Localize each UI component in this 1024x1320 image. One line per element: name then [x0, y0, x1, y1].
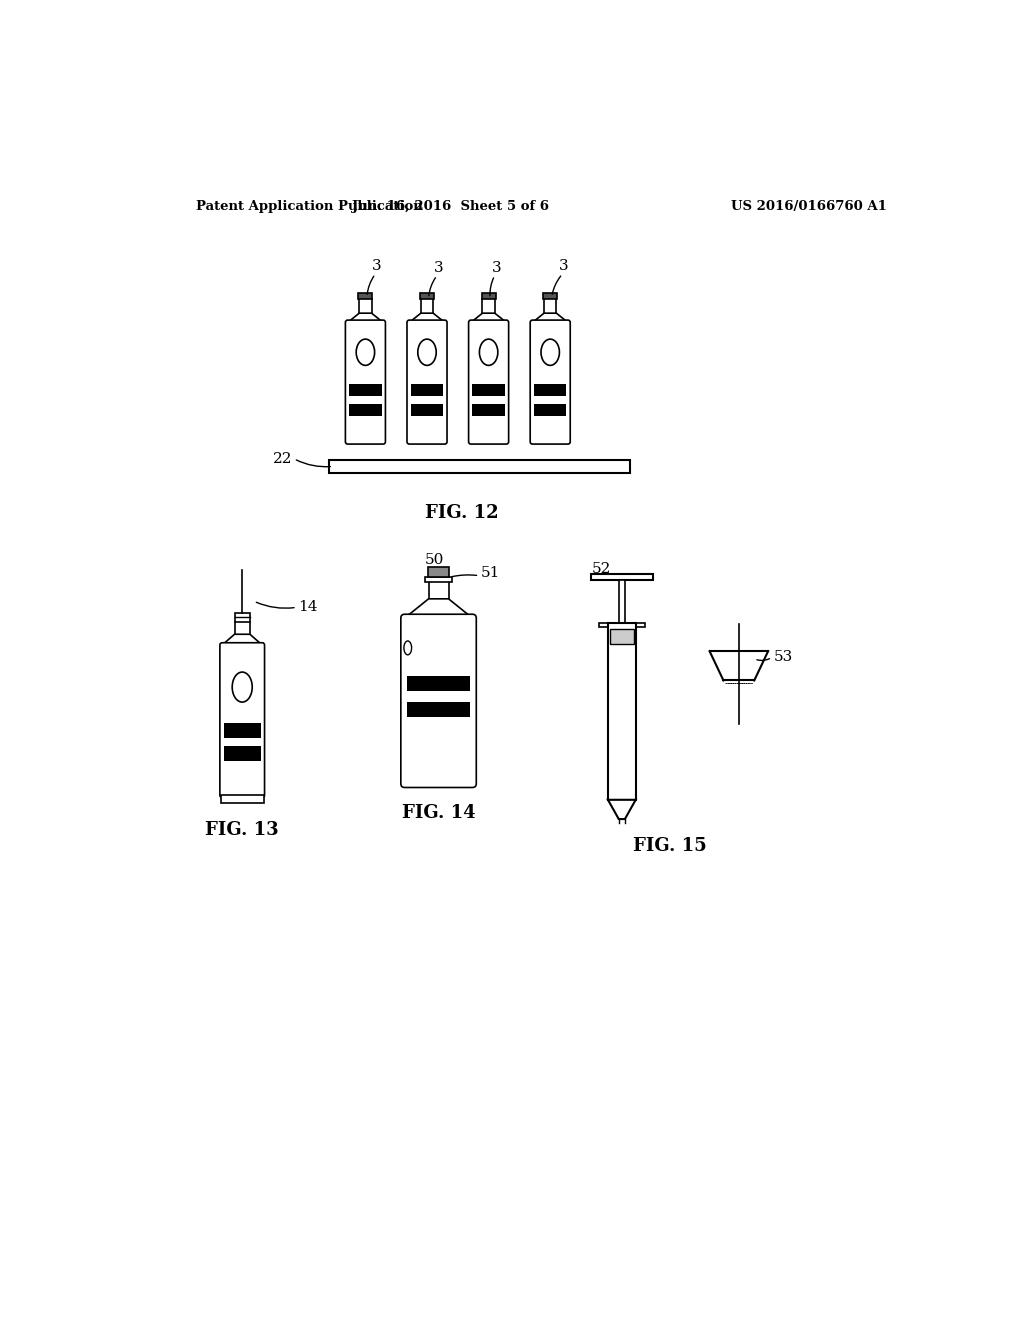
Bar	[608, 623, 636, 800]
Ellipse shape	[418, 339, 436, 366]
Bar	[599, 623, 608, 627]
Bar	[411, 404, 443, 416]
Polygon shape	[404, 599, 472, 618]
Text: Patent Application Publication: Patent Application Publication	[196, 199, 423, 213]
Polygon shape	[471, 313, 506, 322]
Polygon shape	[222, 635, 262, 645]
Bar	[544, 293, 557, 300]
Bar	[234, 612, 250, 622]
Text: 3: 3	[372, 259, 382, 273]
Text: 14: 14	[298, 601, 317, 614]
Ellipse shape	[356, 339, 375, 366]
Bar	[407, 676, 470, 690]
Polygon shape	[348, 313, 383, 322]
Bar	[330, 461, 630, 473]
Bar	[472, 404, 505, 416]
Bar	[428, 566, 450, 577]
Bar	[472, 384, 505, 396]
Bar	[223, 723, 261, 738]
Bar	[535, 384, 566, 396]
Text: 52: 52	[592, 562, 611, 576]
Text: US 2016/0166760 A1: US 2016/0166760 A1	[731, 199, 887, 213]
Text: 3: 3	[492, 261, 501, 275]
Bar	[481, 293, 496, 300]
Bar	[349, 404, 382, 416]
Bar	[618, 581, 625, 623]
Ellipse shape	[479, 339, 498, 366]
Text: 53: 53	[773, 651, 793, 664]
Text: 50: 50	[425, 553, 444, 568]
Text: 51: 51	[481, 566, 501, 579]
Ellipse shape	[541, 339, 559, 366]
Bar	[411, 384, 443, 396]
Polygon shape	[608, 800, 636, 818]
FancyBboxPatch shape	[345, 321, 385, 444]
Bar	[358, 293, 373, 300]
Bar	[535, 404, 566, 416]
Bar	[220, 795, 264, 803]
Text: FIG. 12: FIG. 12	[425, 504, 499, 521]
FancyBboxPatch shape	[220, 643, 264, 797]
Bar	[407, 702, 470, 717]
Text: Jun. 16, 2016  Sheet 5 of 6: Jun. 16, 2016 Sheet 5 of 6	[351, 199, 549, 213]
FancyBboxPatch shape	[400, 614, 476, 788]
FancyBboxPatch shape	[469, 321, 509, 444]
Bar	[591, 574, 652, 581]
Bar	[223, 746, 261, 760]
Bar	[636, 623, 645, 627]
Ellipse shape	[232, 672, 252, 702]
Bar	[349, 384, 382, 396]
Ellipse shape	[403, 642, 412, 655]
Text: FIG. 15: FIG. 15	[633, 837, 707, 855]
Polygon shape	[532, 313, 568, 322]
Bar	[609, 628, 634, 644]
Text: FIG. 14: FIG. 14	[401, 804, 475, 822]
Text: 22: 22	[272, 451, 292, 466]
Bar	[425, 577, 452, 582]
Bar	[420, 293, 434, 300]
Text: 3: 3	[559, 259, 569, 273]
Text: FIG. 13: FIG. 13	[206, 821, 279, 838]
FancyBboxPatch shape	[530, 321, 570, 444]
Text: 3: 3	[434, 261, 443, 275]
FancyBboxPatch shape	[407, 321, 447, 444]
Polygon shape	[410, 313, 444, 322]
